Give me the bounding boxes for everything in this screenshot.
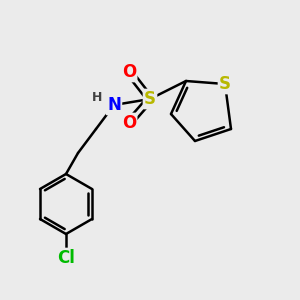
- Text: Cl: Cl: [57, 249, 75, 267]
- Text: N: N: [107, 96, 121, 114]
- Text: O: O: [122, 114, 136, 132]
- Text: S: S: [219, 75, 231, 93]
- Text: H: H: [92, 91, 103, 104]
- Text: S: S: [144, 90, 156, 108]
- Text: O: O: [122, 63, 136, 81]
